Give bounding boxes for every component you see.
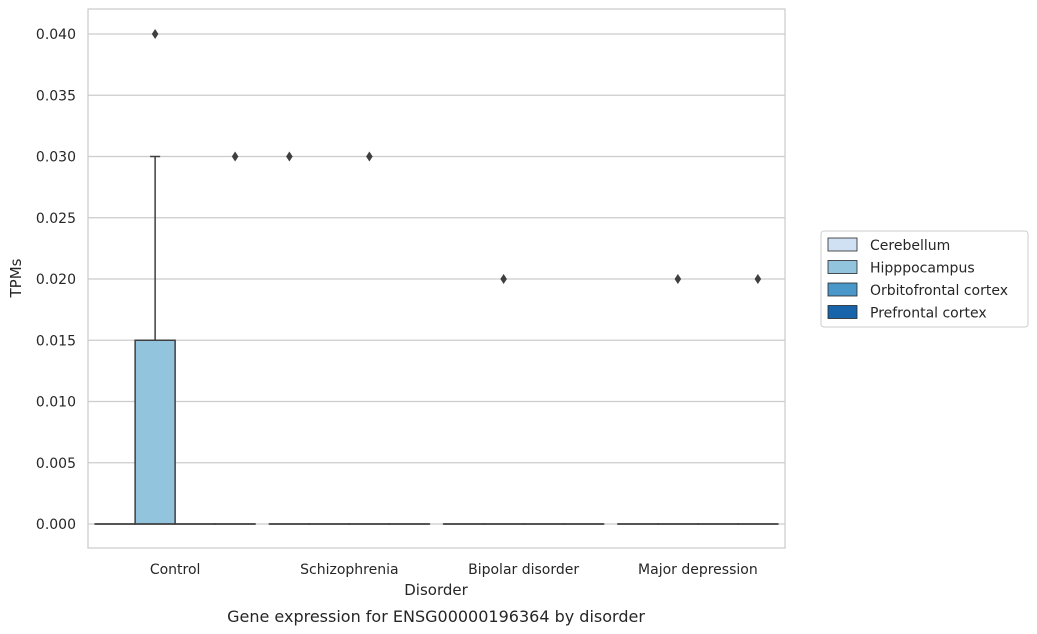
plot-area [87,8,786,549]
gridlines [88,33,785,525]
box-prefrontal-cortex [737,274,779,525]
box-prefrontal-cortex [214,151,256,525]
legend-label: Hipppocampus [870,261,975,277]
box-hipppocampus [134,29,176,525]
legend-label: Orbitofrontal cortex [870,283,1008,299]
legend-swatch [827,305,858,319]
outlier-point [674,274,682,284]
y-tick-label: 0.020 [36,272,76,288]
legend-swatch [827,260,858,274]
x-axis-label: Disorder [404,581,468,599]
y-tick-label: 0.000 [36,517,76,533]
box-orbitofrontal-cortex [348,151,391,525]
outlier-point [366,151,373,162]
legend-swatch [827,237,858,252]
chart-caption: Gene expression for ENSG00000196364 by d… [227,607,645,626]
box-cerebellum [268,151,311,525]
x-tick-label: Major depression [638,562,758,578]
y-tick-label: 0.005 [36,456,76,472]
y-tick-label: 0.015 [36,333,76,349]
outlier-point [151,29,159,39]
box-hipppocampus [657,274,699,525]
x-tick-label: Bipolar disorder [468,562,579,578]
outlier-point [231,151,239,162]
x-tick-label: Control [150,562,201,578]
box-series [94,29,779,525]
y-tick-labels: 0.000 0.005 0.010 0.015 0.020 0.025 0.030 0.035… [36,27,76,533]
legend-swatch [827,282,858,297]
outlier-point [286,151,293,162]
legend-label: Cerebellum [870,238,950,254]
legend-frame [820,230,1029,328]
x-tick-labels: Control Schizophrenia Bipolar disorder Majo… [150,562,758,578]
outlier-point [754,274,762,284]
legend: Cerebellum Hipppocampus Orbitofrontal cort… [820,230,1029,328]
y-axis-label: TPMs [7,258,25,298]
y-tick-label: 0.010 [36,395,76,411]
legend-label: Prefrontal cortex [870,306,987,322]
y-tick-label: 0.040 [36,27,76,43]
y-tick-label: 0.025 [36,211,76,227]
x-tick-label: Schizophrenia [300,562,398,578]
box-hipppocampus [482,274,525,525]
box-body [134,339,176,525]
y-tick-label: 0.035 [36,88,76,104]
outlier-point [500,274,507,284]
y-tick-label: 0.030 [36,150,76,166]
